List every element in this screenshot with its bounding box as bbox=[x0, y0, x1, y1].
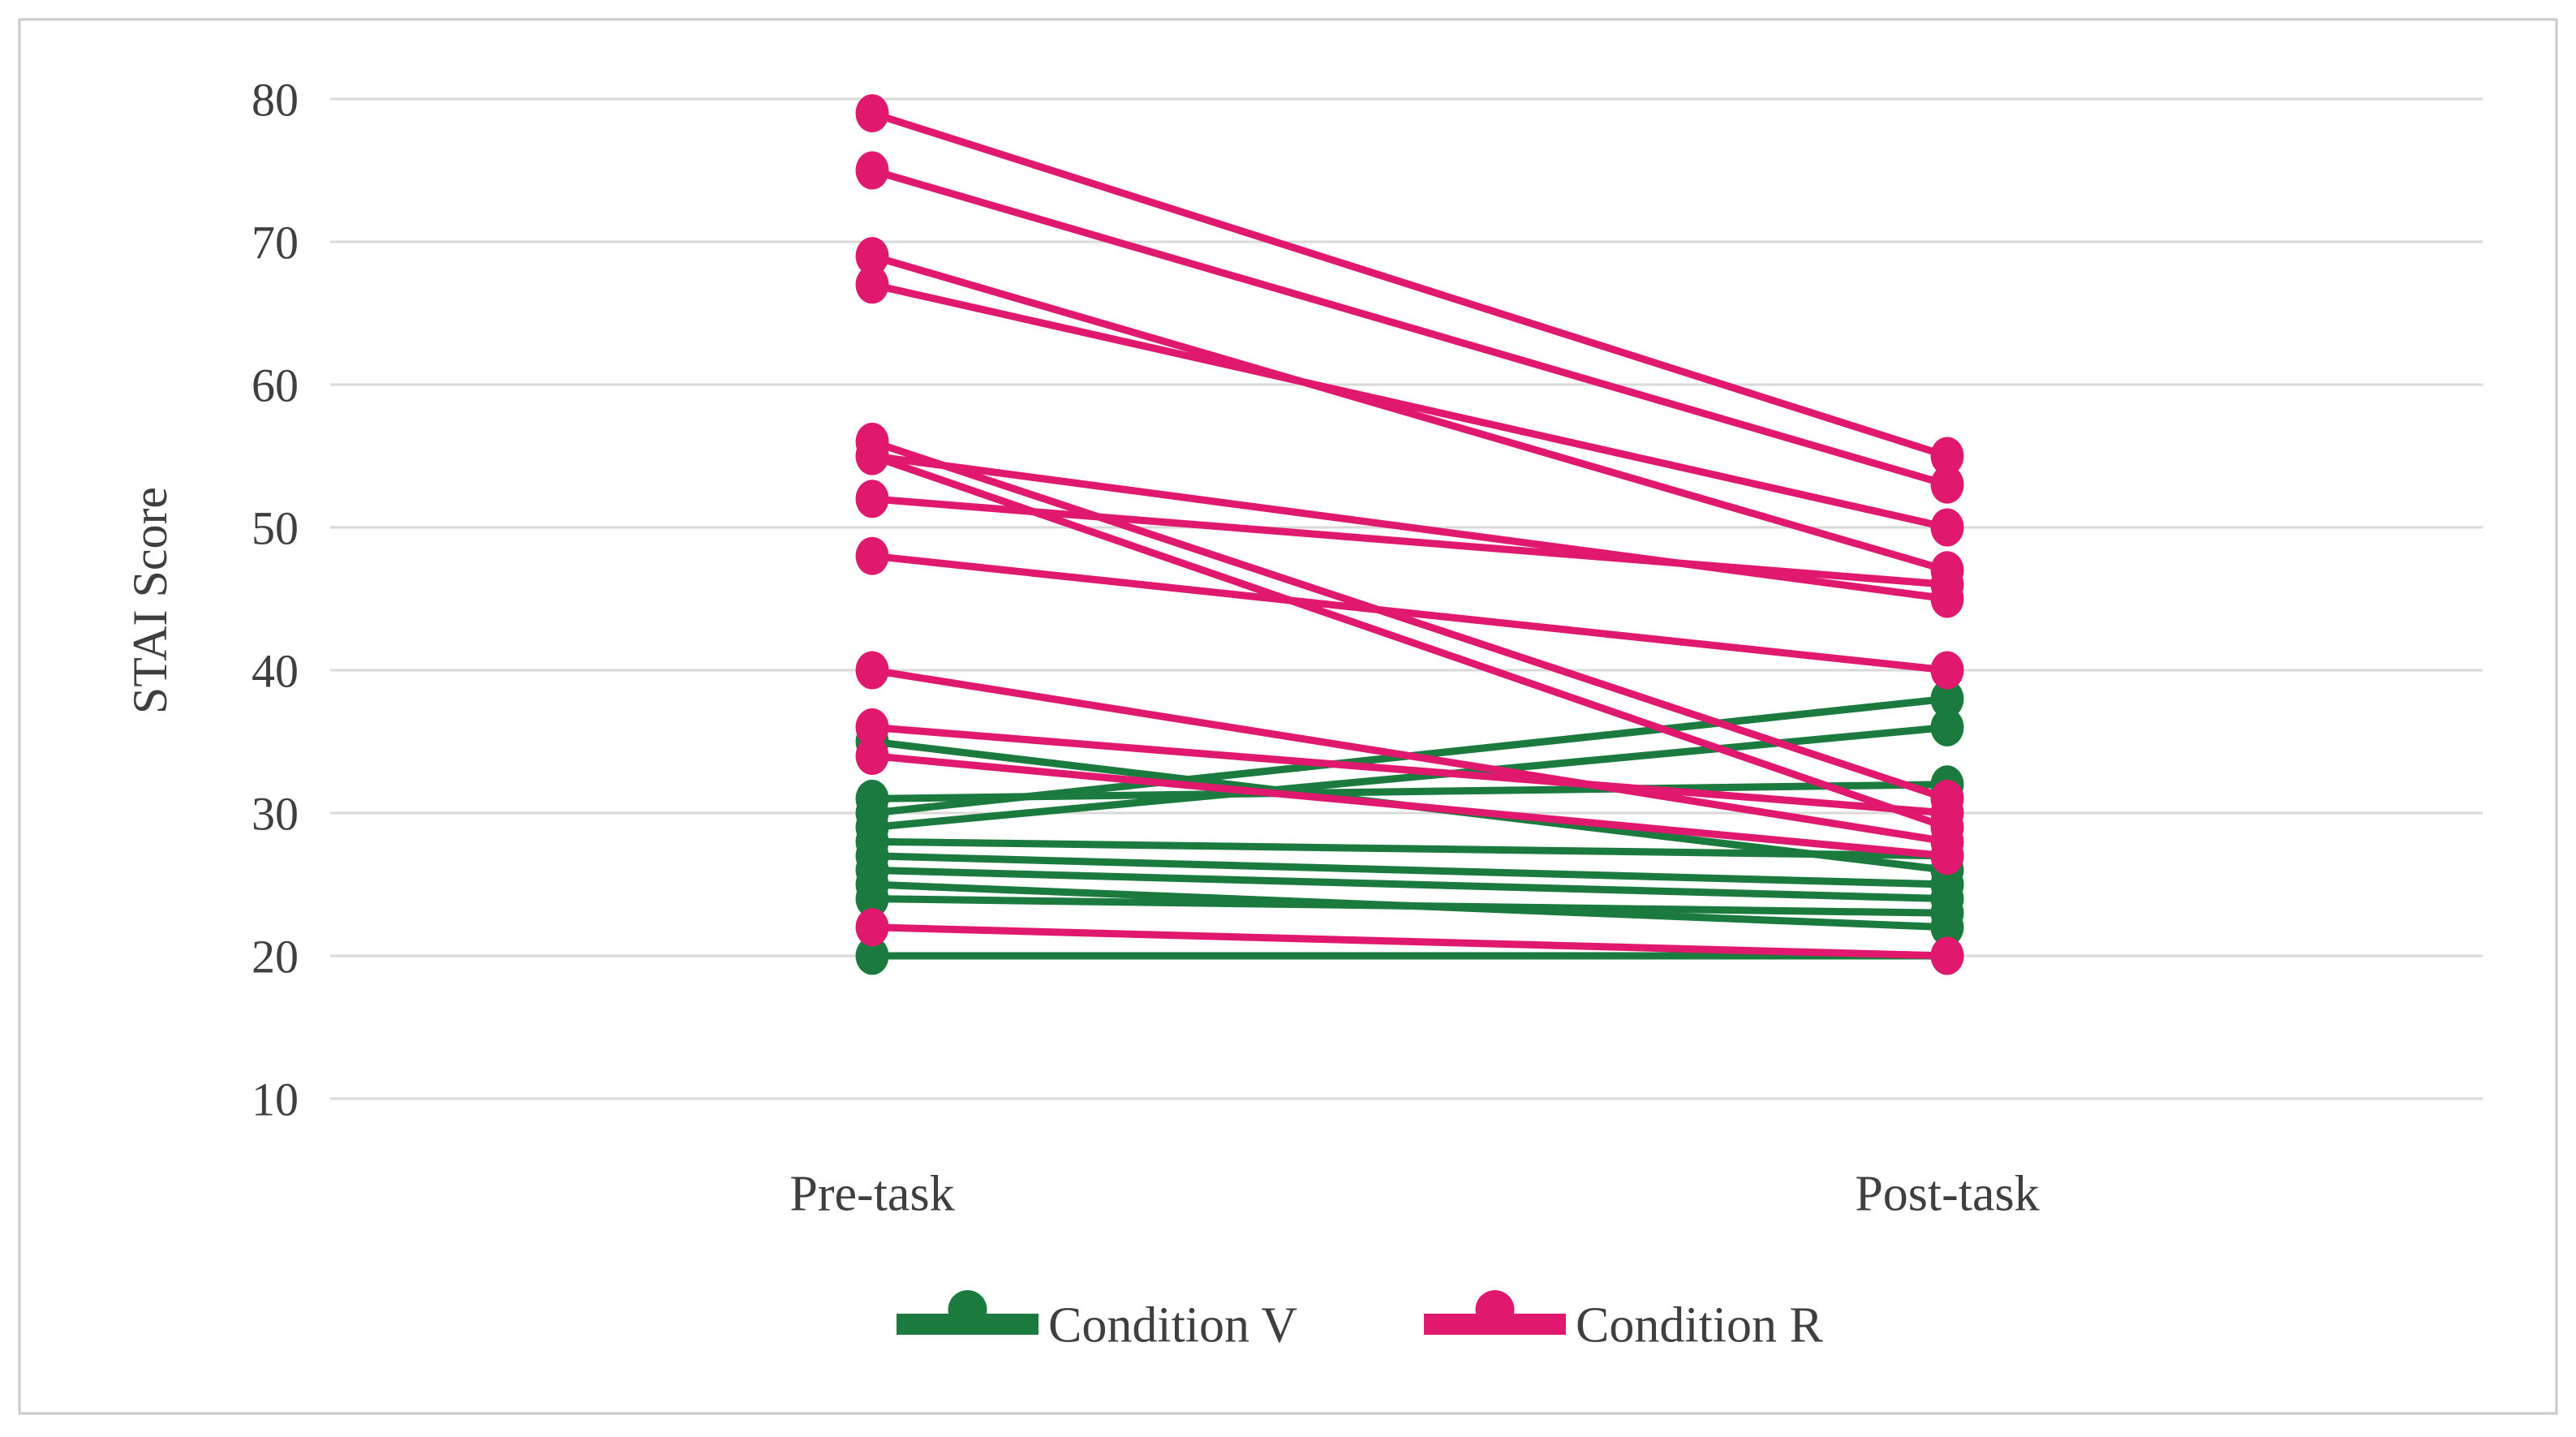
marker-condition-v-8-post bbox=[1930, 893, 1964, 932]
marker-condition-r-9-pre bbox=[855, 651, 889, 690]
marker-condition-r-11-pre bbox=[855, 737, 889, 776]
connector-condition-v-5 bbox=[871, 852, 1948, 888]
chart-frame bbox=[18, 18, 2558, 1415]
marker-condition-v-2-post bbox=[1930, 679, 1964, 718]
connector-condition-r-10 bbox=[871, 723, 1948, 817]
marker-condition-r-0-pre bbox=[855, 94, 889, 133]
connector-condition-r-5 bbox=[871, 452, 1949, 831]
connector-condition-r-2 bbox=[871, 252, 1949, 574]
gridlines bbox=[330, 97, 2483, 1100]
marker-condition-r-10-post bbox=[1930, 794, 1964, 833]
marker-condition-r-6-pre bbox=[855, 437, 889, 475]
y-tick-label-30: 30 bbox=[252, 787, 299, 840]
y-tick-label-20: 20 bbox=[252, 930, 299, 983]
y-tick-label-40: 40 bbox=[252, 644, 299, 697]
connector-condition-v-3 bbox=[871, 723, 1948, 832]
legend: Condition V Condition R bbox=[897, 1290, 1824, 1353]
legend-item-condition-v: Condition V bbox=[897, 1290, 1297, 1353]
marker-condition-r-10-pre bbox=[855, 708, 889, 746]
marker-condition-r-1-pre bbox=[855, 151, 889, 190]
marker-condition-r-8-pre bbox=[855, 536, 889, 575]
connector-condition-v-8 bbox=[871, 895, 1948, 917]
marker-condition-v-9-pre bbox=[855, 936, 889, 975]
connector-condition-r-7 bbox=[871, 495, 1948, 588]
marker-condition-r-0-post bbox=[1930, 437, 1964, 475]
connector-condition-v-4 bbox=[871, 837, 1948, 860]
series-condition-v-lines bbox=[871, 695, 1948, 960]
series-condition-r-lines bbox=[871, 110, 1949, 960]
connector-condition-r-11 bbox=[871, 752, 1948, 860]
marker-condition-r-12-post bbox=[1930, 936, 1964, 975]
x-category-label-pre-task: Pre-task bbox=[789, 1167, 954, 1222]
connector-condition-r-9 bbox=[871, 666, 1948, 845]
connector-condition-r-6 bbox=[871, 452, 1948, 603]
marker-condition-r-11-post bbox=[1930, 837, 1964, 876]
connector-condition-r-12 bbox=[871, 923, 1948, 960]
legend-label-condition-v: Condition V bbox=[1048, 1298, 1297, 1353]
marker-condition-r-3-post bbox=[1930, 508, 1964, 547]
y-tick-label-10: 10 bbox=[252, 1073, 299, 1125]
y-tick-label-50: 50 bbox=[252, 501, 299, 554]
connector-condition-r-8 bbox=[871, 552, 1948, 674]
connector-condition-r-1 bbox=[871, 166, 1949, 488]
marker-condition-r-1-post bbox=[1930, 465, 1964, 504]
connector-condition-v-6 bbox=[871, 866, 1948, 903]
x-category-label-post-task: Post-task bbox=[1855, 1167, 2039, 1222]
marker-condition-r-2-pre bbox=[855, 237, 889, 276]
marker-condition-r-3-pre bbox=[855, 265, 889, 304]
marker-condition-r-8-post bbox=[1930, 651, 1964, 690]
marker-condition-v-8-pre bbox=[855, 880, 889, 919]
y-tick-label-80: 80 bbox=[252, 73, 299, 126]
connector-condition-r-0 bbox=[871, 110, 1949, 460]
legend-marker-icon-condition-v bbox=[948, 1290, 987, 1329]
y-axis-tick-labels: 80 70 60 50 40 30 20 10 bbox=[252, 73, 299, 1125]
marker-condition-r-7-pre bbox=[855, 480, 889, 518]
marker-condition-v-3-post bbox=[1930, 708, 1964, 746]
marker-condition-r-12-pre bbox=[855, 908, 889, 947]
legend-label-condition-r: Condition R bbox=[1576, 1298, 1824, 1353]
y-tick-label-70: 70 bbox=[252, 216, 299, 269]
marker-condition-r-7-post bbox=[1930, 565, 1964, 604]
y-tick-label-60: 60 bbox=[252, 359, 299, 411]
y-axis-title: STAI Score bbox=[123, 487, 177, 714]
connector-condition-r-3 bbox=[871, 281, 1948, 531]
legend-marker-icon-condition-r bbox=[1475, 1290, 1515, 1329]
series-condition-r-markers bbox=[855, 94, 1964, 975]
connector-condition-r-4 bbox=[871, 438, 1949, 802]
legend-item-condition-r: Condition R bbox=[1424, 1290, 1824, 1353]
